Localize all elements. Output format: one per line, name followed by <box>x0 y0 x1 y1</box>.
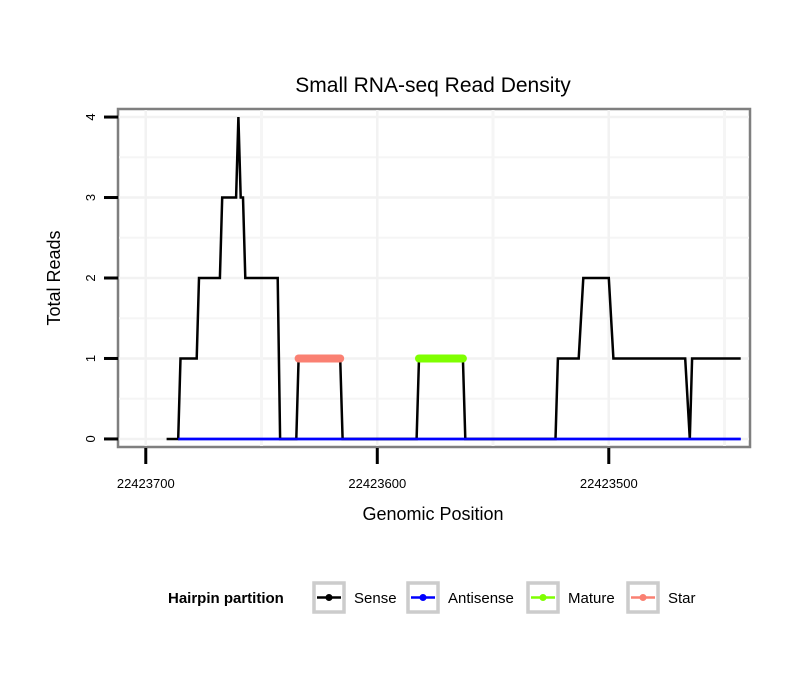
legend: Sense Antisense Mature Star <box>312 581 696 614</box>
legend-key-point <box>639 594 647 601</box>
legend-item-sense: Sense <box>312 581 397 614</box>
x-axis-title: Genomic Position <box>362 504 503 524</box>
x-tick-label: 22423600 <box>348 476 406 491</box>
x-axis-ticks: 22423700 22423600 22423500 <box>117 448 638 491</box>
legend-label: Antisense <box>448 590 514 607</box>
y-tick-label: 4 <box>83 113 98 120</box>
x-tick-label: 22423700 <box>117 476 175 491</box>
legend-item-antisense: Antisense <box>406 581 514 614</box>
legend-label: Sense <box>354 590 397 607</box>
legend-item-mature: Mature <box>526 581 615 614</box>
y-axis-title: Total Reads <box>44 230 64 325</box>
chart-title: Small RNA-seq Read Density <box>295 74 571 97</box>
legend-label: Star <box>668 590 696 607</box>
series-lines <box>166 116 741 441</box>
y-axis-ticks: 0 1 2 3 4 <box>83 113 118 443</box>
legend-key-point <box>325 594 333 601</box>
x-tick-label: 22423500 <box>580 476 638 491</box>
legend-key-point <box>419 594 427 601</box>
legend-item-star: Star <box>626 581 696 614</box>
y-tick-label: 3 <box>83 194 98 201</box>
legend-key-point <box>539 594 547 601</box>
y-tick-label: 0 <box>83 435 98 442</box>
legend-label: Mature <box>568 590 615 607</box>
legend-title: Hairpin partition <box>168 590 284 607</box>
y-tick-label: 1 <box>83 355 98 362</box>
y-tick-label: 2 <box>83 274 98 281</box>
